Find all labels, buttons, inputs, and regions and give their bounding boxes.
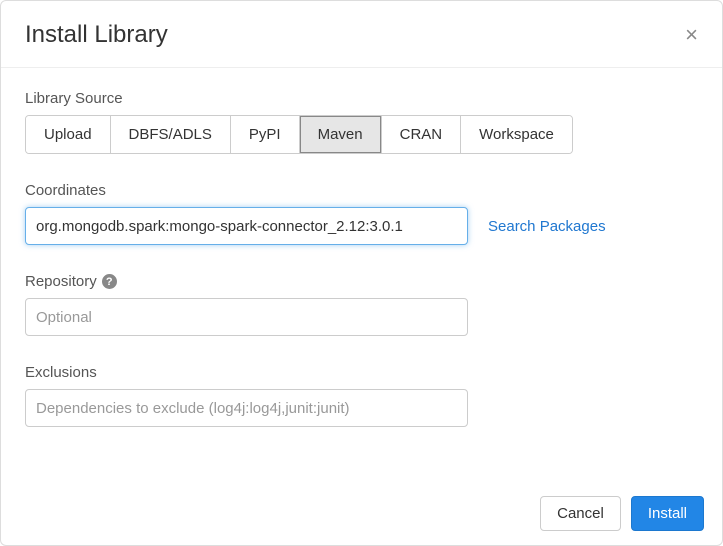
exclusions-input[interactable] (25, 389, 468, 427)
repository-section: Repository ? (25, 273, 698, 336)
help-icon[interactable]: ? (102, 274, 117, 289)
modal-title: Install Library (25, 21, 168, 49)
cancel-button[interactable]: Cancel (540, 496, 621, 531)
tab-upload[interactable]: Upload (26, 116, 111, 153)
modal-header: Install Library × (1, 1, 722, 68)
repository-label: Repository ? (25, 273, 698, 290)
library-source-label: Library Source (25, 90, 698, 107)
tab-pypi[interactable]: PyPI (231, 116, 300, 153)
library-source-tabs: Upload DBFS/ADLS PyPI Maven CRAN Workspa… (25, 115, 573, 154)
coordinates-section: Coordinates Search Packages (25, 182, 698, 245)
install-button[interactable]: Install (631, 496, 704, 531)
library-source-section: Library Source Upload DBFS/ADLS PyPI Mav… (25, 90, 698, 154)
install-library-modal: Install Library × Library Source Upload … (0, 0, 723, 546)
close-icon[interactable]: × (685, 24, 698, 46)
repository-label-text: Repository (25, 273, 97, 290)
exclusions-label: Exclusions (25, 364, 698, 381)
tab-workspace[interactable]: Workspace (461, 116, 572, 153)
search-packages-link[interactable]: Search Packages (488, 218, 606, 235)
exclusions-section: Exclusions (25, 364, 698, 427)
coordinates-input[interactable] (25, 207, 468, 245)
modal-footer: Cancel Install (522, 482, 722, 545)
tab-dbfs-adls[interactable]: DBFS/ADLS (111, 116, 231, 153)
coordinates-label: Coordinates (25, 182, 698, 199)
tab-cran[interactable]: CRAN (382, 116, 462, 153)
tab-maven[interactable]: Maven (300, 116, 382, 153)
modal-body: Library Source Upload DBFS/ADLS PyPI Mav… (1, 68, 722, 437)
repository-input[interactable] (25, 298, 468, 336)
coordinates-row: Search Packages (25, 207, 698, 245)
